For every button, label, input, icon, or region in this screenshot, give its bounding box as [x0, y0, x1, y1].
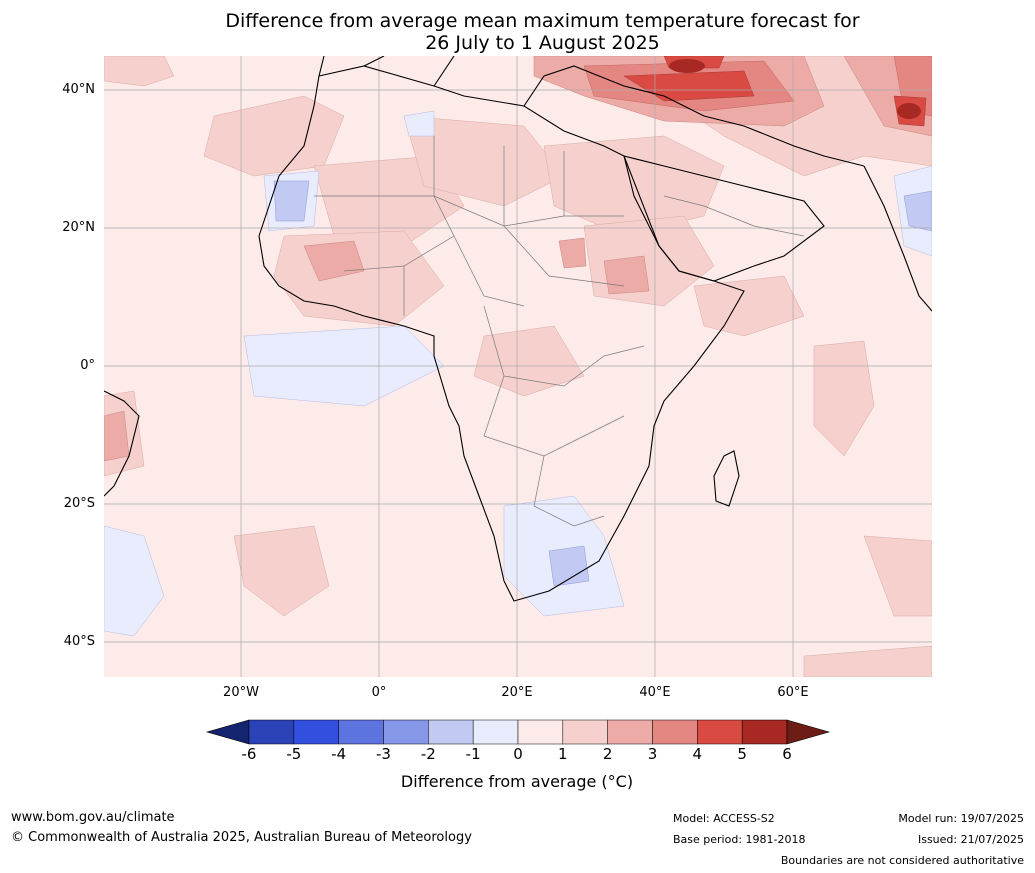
colorbar-tick-label: 1 [558, 745, 568, 763]
colorbar-segment [248, 719, 295, 745]
colorbar-tick-label: -4 [331, 745, 347, 763]
footer-model-run: Model run: 19/07/2025 [898, 812, 1024, 825]
colorbar-tick-label: 4 [692, 745, 703, 763]
colorbar-segment [697, 719, 743, 745]
colorbar-tick-label: 2 [602, 745, 613, 763]
colorbar-segment [741, 719, 788, 745]
warm-patches-extreme [669, 59, 921, 119]
colorbar-segment [428, 719, 474, 745]
colorbar-tick-label: -2 [420, 745, 436, 763]
lat-label-40s: 40°S [63, 634, 95, 649]
colorbar-tick-label: -6 [241, 745, 257, 763]
footer-copyright: © Commonwealth of Australia 2025, Austra… [11, 830, 472, 845]
title-line-1: Difference from average mean maximum tem… [225, 10, 860, 32]
colorbar-tick-label: -3 [376, 745, 391, 763]
colorbar-segment [607, 719, 653, 745]
colorbar-segment [652, 719, 698, 745]
lat-label-20s: 20°S [63, 496, 95, 511]
lat-label-40n: 40°N [62, 82, 95, 97]
colorbar-tick-label: 3 [647, 745, 658, 763]
colorbar-extend-low [205, 719, 250, 745]
colorbar-extend-high [786, 719, 831, 745]
footer-model: Model: ACCESS-S2 [673, 812, 775, 825]
graticule [104, 56, 932, 677]
colorbar-tick-label: 5 [737, 745, 747, 763]
footer-website: www.bom.gov.au/climate [11, 810, 175, 825]
colorbar [205, 719, 831, 745]
coastlines [104, 56, 932, 602]
colorbar-tick-label: 6 [782, 745, 792, 763]
colorbar-segment [338, 719, 384, 745]
colorbar-tick-label: -5 [286, 745, 302, 763]
cool-patches-moderate [273, 180, 932, 587]
colorbar-tick-label: 0 [513, 745, 523, 763]
colorbar-tick-label: -1 [465, 745, 481, 763]
footer-boundaries-note: Boundaries are not considered authoritat… [780, 854, 1024, 867]
country-borders [314, 136, 805, 527]
chart-title: Difference from average mean maximum tem… [0, 10, 1035, 54]
colorbar-segment [383, 719, 429, 745]
lat-label-20n: 20°N [62, 220, 95, 235]
colorbar-segment [472, 719, 519, 745]
lon-label-20w: 20°W [223, 685, 259, 700]
lon-label-40e: 40°E [639, 685, 671, 700]
colorbar-segment [517, 719, 564, 745]
colorbar-segment [562, 719, 608, 745]
lon-label-60e: 60°E [777, 685, 809, 700]
lon-label-20e: 20°E [501, 685, 533, 700]
footer-base-period: Base period: 1981-2018 [673, 833, 806, 846]
lon-label-0: 0° [371, 685, 387, 700]
footer-issued: Issued: 21/07/2025 [917, 833, 1024, 846]
colorbar-title: Difference from average (°C) [400, 772, 634, 791]
lat-label-0: 0° [80, 358, 95, 373]
temperature-anomaly-map [104, 56, 932, 677]
title-line-2: 26 July to 1 August 2025 [425, 32, 660, 54]
colorbar-segment [293, 719, 339, 745]
